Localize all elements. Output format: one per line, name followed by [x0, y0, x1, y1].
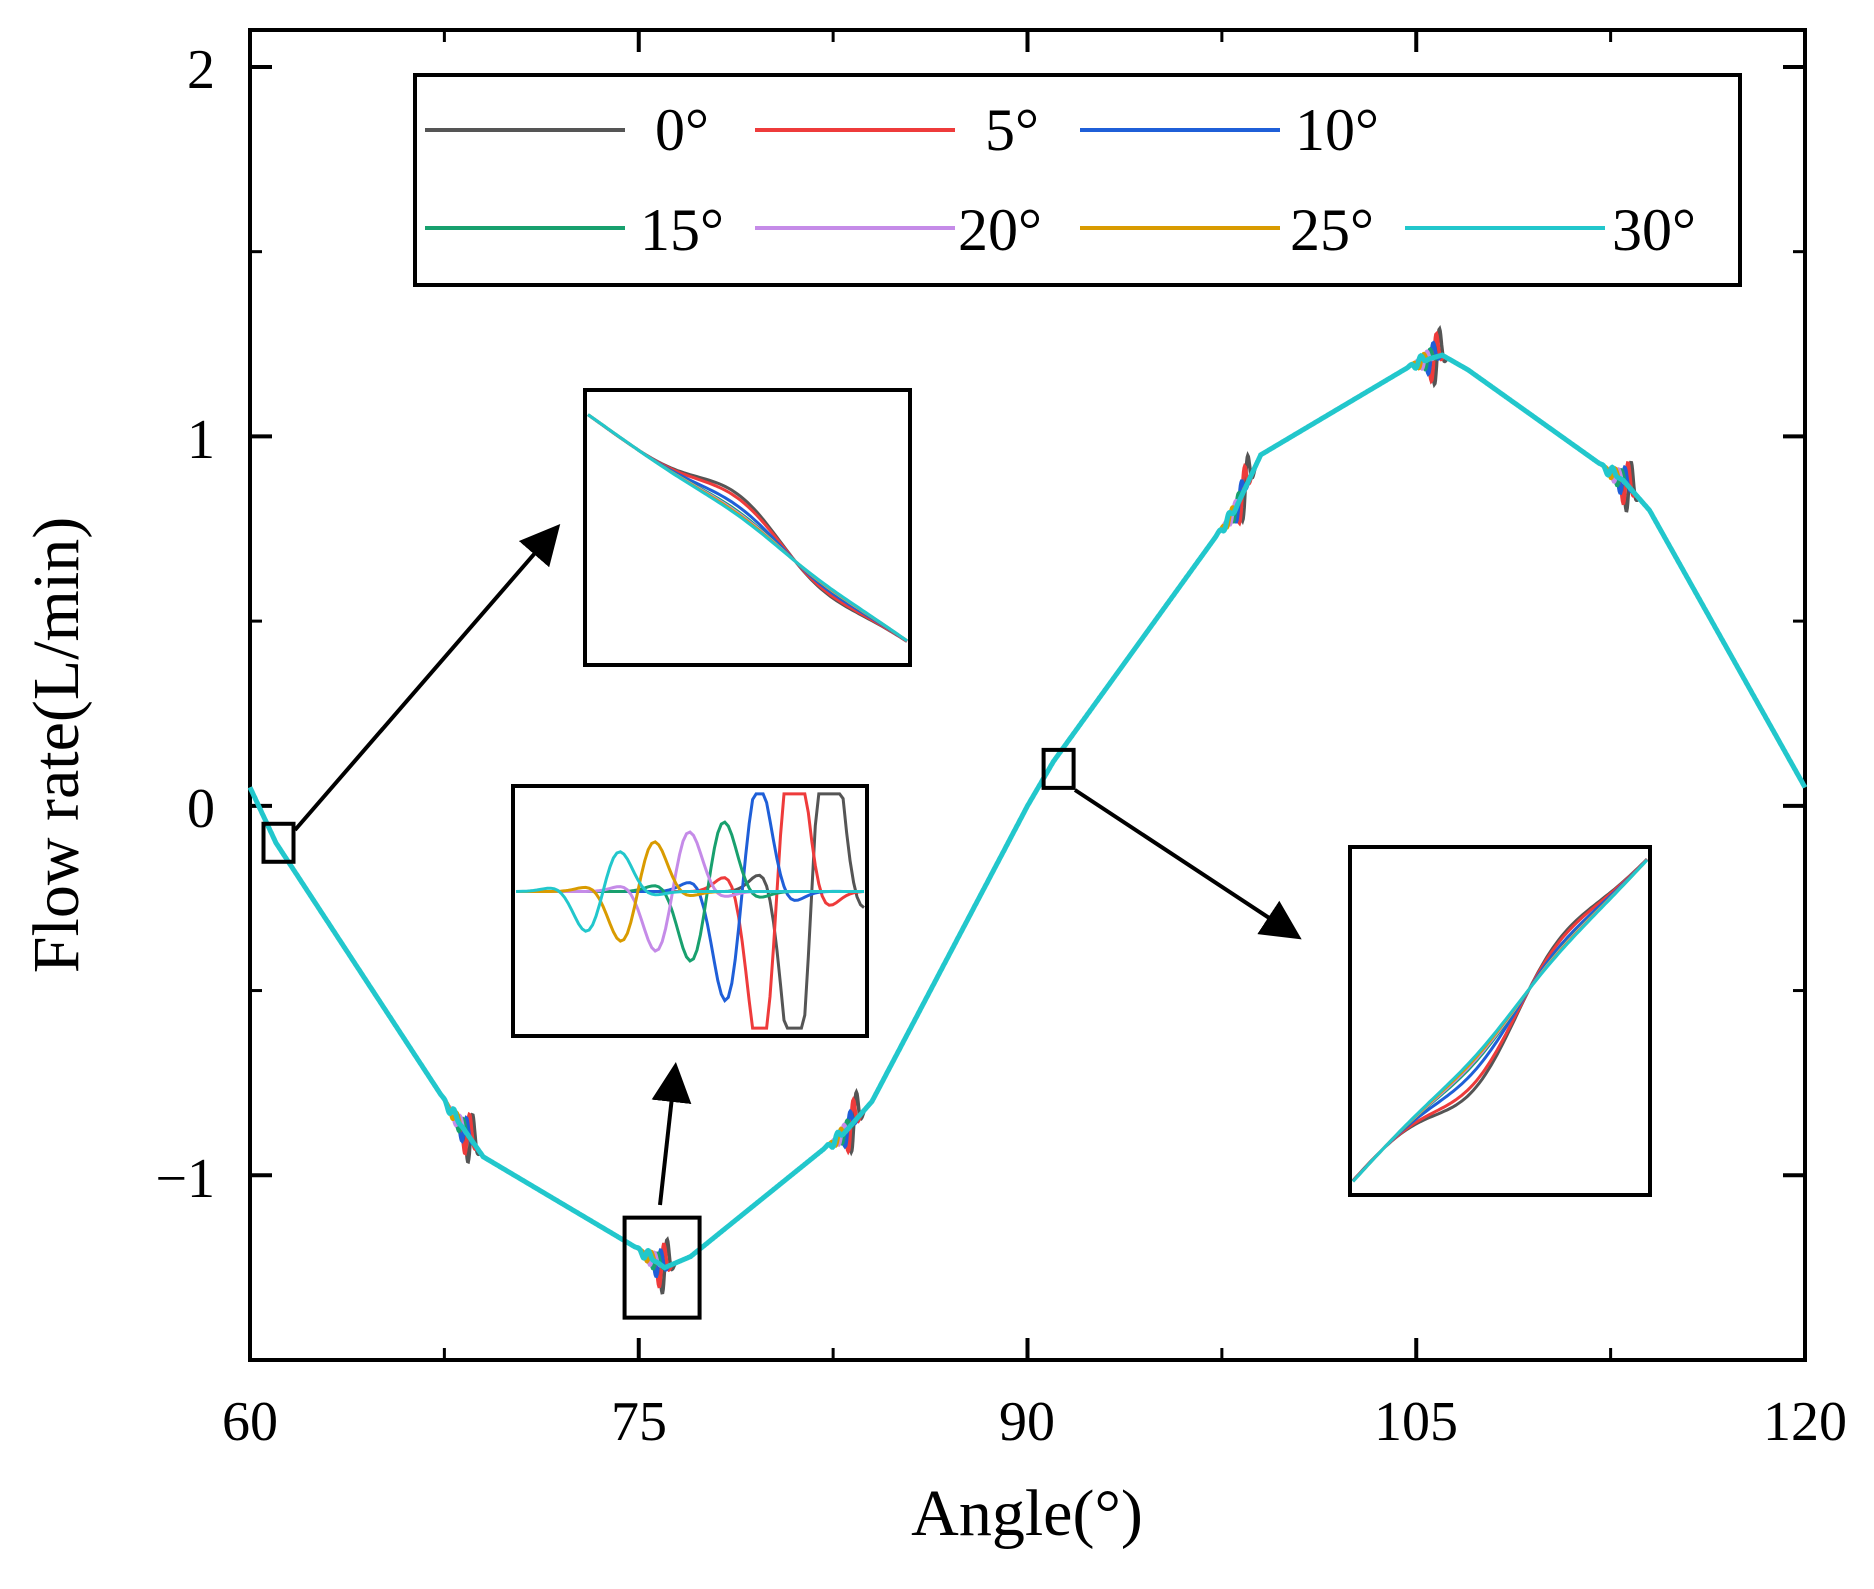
zoom-marker	[622, 1215, 702, 1320]
zoom-marker	[261, 821, 296, 864]
y-axis-title: Flow rate(L/min)	[20, 517, 93, 973]
zoom-markers	[261, 747, 1076, 1320]
arrow-to-inset-1	[293, 523, 561, 832]
x-tick-label: 105	[1374, 1391, 1458, 1453]
zoom-inset-upper	[583, 388, 912, 667]
arrow-to-inset-2	[651, 1062, 692, 1206]
y-tick-label: 1	[187, 409, 215, 471]
zoom-inset-right	[1348, 845, 1652, 1197]
axis-ticks	[248, 30, 1807, 1360]
inset-series-line-6	[515, 850, 864, 933]
legend-label: 0°	[655, 97, 709, 163]
arrow-to-inset-3	[1073, 788, 1302, 940]
x-tick-label: 75	[611, 1391, 667, 1453]
legend-box	[413, 73, 1742, 287]
zoom-arrows	[293, 523, 1302, 1206]
series-lines	[247, 324, 1808, 1295]
legend-label: 30°	[1612, 197, 1696, 263]
y-tick-label: 2	[187, 39, 215, 101]
y-tick-labels: 2 1 0 −1	[155, 39, 215, 1210]
inset-series-line-6	[1351, 858, 1649, 1183]
inset-series-line-6	[587, 413, 908, 642]
x-tick-labels: 60 75 90 105 120	[222, 1391, 1847, 1453]
y-tick-label: 0	[187, 778, 215, 840]
legend-label: 5°	[985, 97, 1039, 163]
x-tick-label: 120	[1763, 1391, 1847, 1453]
x-tick-label: 60	[222, 1391, 278, 1453]
legend: 0° 5° 10° 15° 20° 25° 30°	[413, 73, 1742, 287]
legend-label: 10°	[1295, 97, 1379, 163]
legend-label: 25°	[1290, 197, 1374, 263]
zoom-inset-lower	[511, 784, 869, 1038]
legend-label: 20°	[958, 197, 1042, 263]
y-tick-label: −1	[155, 1148, 215, 1210]
zoom-marker	[1041, 747, 1076, 790]
x-axis-title: Angle(°)	[911, 1477, 1143, 1550]
legend-label: 15°	[640, 197, 724, 263]
series-line-6	[247, 352, 1808, 1271]
x-tick-label: 90	[999, 1391, 1055, 1453]
